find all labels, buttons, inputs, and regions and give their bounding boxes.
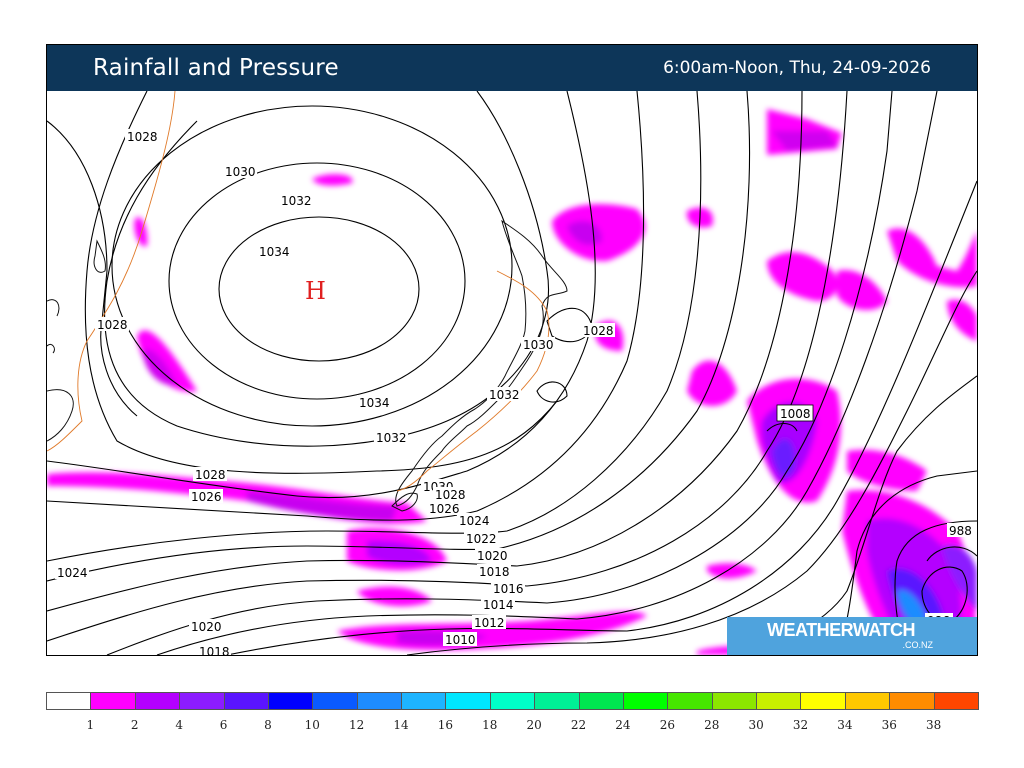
legend-swatch bbox=[489, 692, 536, 710]
legend-swatch bbox=[223, 692, 269, 710]
svg-text:1016: 1016 bbox=[493, 582, 524, 596]
svg-text:1018: 1018 bbox=[479, 565, 510, 579]
svg-text:1032: 1032 bbox=[489, 388, 520, 402]
legend-swatch bbox=[534, 692, 580, 710]
legend-swatch bbox=[46, 692, 92, 710]
legend-tick-label: 14 bbox=[393, 718, 409, 732]
legend-tick-label: 30 bbox=[748, 718, 764, 732]
brand-name-part2: WATCH bbox=[852, 620, 916, 640]
svg-text:1020: 1020 bbox=[191, 620, 222, 634]
legend-tick-label: 16 bbox=[437, 718, 454, 732]
legend-swatch bbox=[844, 692, 891, 710]
legend-tick-label: 32 bbox=[792, 718, 809, 732]
legend-tick-label: 1 bbox=[86, 718, 95, 732]
legend-tick-label: 8 bbox=[264, 718, 272, 732]
legend-swatch bbox=[622, 692, 669, 710]
svg-text:1028: 1028 bbox=[97, 318, 128, 332]
svg-text:1028: 1028 bbox=[435, 488, 466, 502]
svg-text:1028: 1028 bbox=[127, 130, 158, 144]
legend-swatch bbox=[756, 692, 802, 710]
svg-text:1020: 1020 bbox=[477, 549, 508, 563]
svg-text:1032: 1032 bbox=[281, 194, 312, 208]
isobar-layer bbox=[47, 91, 977, 655]
svg-text:1030: 1030 bbox=[225, 165, 256, 179]
coastline-layer bbox=[47, 219, 568, 512]
svg-text:1032: 1032 bbox=[376, 431, 407, 445]
legend-swatch bbox=[179, 692, 225, 710]
rainfall-legend bbox=[46, 692, 979, 712]
legend-swatch bbox=[356, 692, 403, 710]
svg-text:1024: 1024 bbox=[459, 514, 490, 528]
legend-tick-label: 20 bbox=[526, 718, 542, 732]
legend-swatch bbox=[578, 692, 624, 710]
weather-map[interactable]: 1028 1030 1032 1034 1028 1034 1032 1030 … bbox=[47, 91, 977, 655]
weatherwatch-logo[interactable]: WEATHERWATCH .CO.NZ bbox=[727, 617, 977, 655]
svg-text:1030: 1030 bbox=[523, 338, 554, 352]
legend-swatch bbox=[312, 692, 358, 710]
legend-swatch bbox=[445, 692, 491, 710]
legend-tick-label: 4 bbox=[175, 718, 183, 732]
legend-tick-label: 6 bbox=[219, 718, 228, 732]
svg-text:1018: 1018 bbox=[199, 645, 230, 655]
legend-swatch bbox=[267, 692, 314, 710]
svg-text:1022: 1022 bbox=[466, 532, 497, 546]
legend-tick-label: 22 bbox=[570, 718, 587, 732]
legend-swatch bbox=[933, 692, 979, 710]
legend-swatch bbox=[889, 692, 935, 710]
svg-text:1034: 1034 bbox=[359, 396, 390, 410]
high-pressure-marker: H bbox=[305, 277, 326, 305]
svg-text:1034: 1034 bbox=[259, 245, 290, 259]
legend-tick-label: 34 bbox=[837, 718, 853, 732]
legend-tick-label: 26 bbox=[659, 718, 675, 732]
legend-swatch bbox=[711, 692, 758, 710]
legend-tick-label: 38 bbox=[925, 718, 942, 732]
legend-tick-label: 2 bbox=[130, 718, 139, 732]
svg-text:1010: 1010 bbox=[445, 633, 476, 647]
svg-text:1008: 1008 bbox=[780, 407, 811, 421]
forecast-period: 6:00am-Noon, Thu, 24-09-2026 bbox=[663, 58, 931, 78]
legend-tick-label: 18 bbox=[482, 718, 498, 732]
header-bar: Rainfall and Pressure 6:00am-Noon, Thu, … bbox=[47, 45, 977, 91]
svg-text:1024: 1024 bbox=[57, 566, 88, 580]
legend-swatch bbox=[90, 692, 136, 710]
brand-name-part1: WEATHER bbox=[767, 620, 853, 640]
legend-tick-label: 36 bbox=[881, 718, 897, 732]
map-frame: Rainfall and Pressure 6:00am-Noon, Thu, … bbox=[46, 44, 978, 656]
svg-text:988: 988 bbox=[949, 524, 972, 538]
svg-text:1026: 1026 bbox=[191, 490, 222, 504]
map-title: Rainfall and Pressure bbox=[93, 55, 339, 81]
svg-text:1028: 1028 bbox=[583, 324, 614, 338]
brand-domain: .CO.NZ bbox=[902, 640, 934, 650]
legend-tick-label: 12 bbox=[349, 718, 365, 732]
legend-tick-label: 24 bbox=[615, 718, 631, 732]
svg-text:1014: 1014 bbox=[483, 598, 514, 612]
svg-text:1026: 1026 bbox=[429, 502, 460, 516]
legend-swatch bbox=[134, 692, 181, 710]
legend-tick-label: 10 bbox=[304, 718, 320, 732]
legend-swatch bbox=[800, 692, 846, 710]
svg-text:1028: 1028 bbox=[195, 468, 226, 482]
legend-swatch bbox=[667, 692, 713, 710]
legend-swatch bbox=[401, 692, 447, 710]
svg-text:1012: 1012 bbox=[474, 616, 505, 630]
legend-tick-label: 28 bbox=[704, 718, 720, 732]
boundary-layer bbox=[47, 91, 550, 492]
